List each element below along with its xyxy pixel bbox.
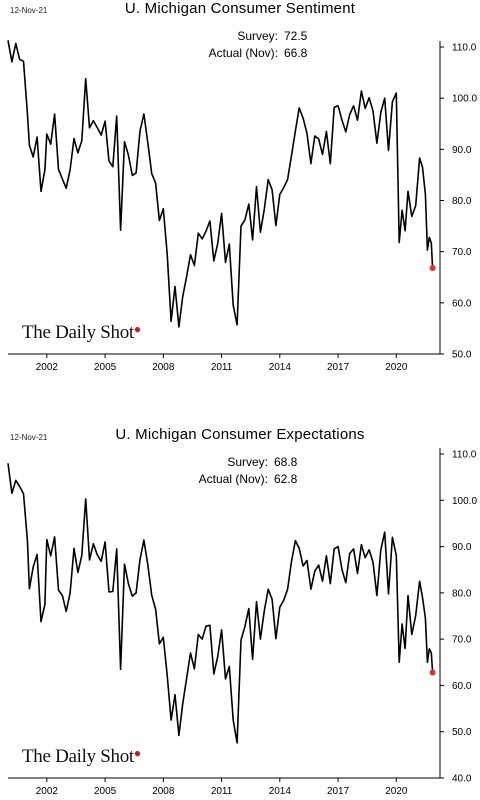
- chart-date: 12-Nov-21: [10, 433, 48, 442]
- x-tick-label: 2011: [211, 786, 233, 797]
- x-tick-label: 2005: [94, 362, 117, 373]
- x-tick-label: 2002: [36, 786, 59, 797]
- y-tick-label: 60.0: [452, 681, 472, 692]
- watermark-dot: ●: [133, 322, 141, 336]
- annotation-row: Actual (Nov): 62.8: [182, 471, 298, 488]
- chart-panel-sentiment: 12-Nov-21 U. Michigan Consumer Sentiment…: [0, 0, 480, 395]
- chart-plot: 40.0 50.0 60.0 70.0 80.0 90.0 100.0 110.0 2002 20…: [7, 448, 477, 797]
- chart-plot: 50.0 60.0 70.0 80.0 90.0 100.0 110.0 2002 2005 20…: [7, 40, 477, 373]
- x-tick-label: 2014: [269, 786, 292, 797]
- annotation-row: Survey: 68.8: [182, 454, 297, 471]
- x-tick-label: 2017: [327, 362, 350, 373]
- annotation-value: 62.8: [274, 472, 298, 486]
- y-tick-label: 90.0: [452, 145, 472, 156]
- y-tick-label: 110.0: [452, 450, 477, 461]
- annotation-label: Actual (Nov):: [208, 46, 278, 60]
- annotation-label: Survey:: [227, 455, 268, 469]
- chart-title: U. Michigan Consumer Sentiment: [124, 0, 356, 17]
- chart-annotation: Survey: 72.5 Actual (Nov): 66.8: [192, 28, 308, 62]
- x-tick-label: 2002: [36, 362, 59, 373]
- annotation-value: 68.8: [274, 455, 298, 469]
- x-tick-label: 2020: [385, 786, 408, 797]
- y-tick-label: 40.0: [452, 774, 472, 785]
- x-tick-label: 2014: [269, 362, 292, 373]
- chart-title: U. Michigan Consumer Expectations: [115, 426, 365, 443]
- series-line: [7, 463, 434, 744]
- x-tick-label: 2008: [152, 362, 175, 373]
- latest-point-marker: [429, 265, 436, 272]
- y-tick-label: 100.0: [452, 94, 477, 105]
- chart-panel-expectations: 12-Nov-21 U. Michigan Consumer Expectati…: [0, 400, 480, 800]
- x-tick-label: 2017: [327, 786, 350, 797]
- x-tick-label: 2005: [94, 786, 117, 797]
- x-tick-label: 2011: [211, 362, 233, 373]
- chart-annotation: Survey: 68.8 Actual (Nov): 62.8: [182, 454, 298, 488]
- y-tick-label: 90.0: [452, 542, 472, 553]
- y-tick-label: 80.0: [452, 196, 472, 207]
- series-line: [7, 40, 434, 328]
- annotation-label: Survey:: [237, 29, 278, 43]
- chart-date: 12-Nov-21: [10, 6, 48, 15]
- x-tick-label: 2020: [385, 362, 408, 373]
- watermark-dot: ●: [133, 746, 141, 760]
- x-tick-label: 2008: [152, 786, 175, 797]
- y-tick-label: 80.0: [452, 588, 472, 599]
- watermark-logo: The Daily Shot●: [22, 746, 141, 768]
- annotation-label: Actual (Nov):: [198, 472, 268, 486]
- y-tick-label: 70.0: [452, 247, 472, 258]
- annotation-row: Actual (Nov): 66.8: [192, 45, 308, 62]
- watermark-text: The Daily Shot: [22, 746, 134, 767]
- y-tick-label: 50.0: [452, 727, 472, 738]
- annotation-row: Survey: 72.5: [192, 28, 307, 45]
- watermark-text: The Daily Shot: [22, 322, 134, 343]
- annotation-value: 72.5: [284, 29, 308, 43]
- y-tick-label: 110.0: [452, 43, 477, 54]
- y-tick-label: 60.0: [452, 298, 472, 309]
- y-tick-label: 100.0: [452, 496, 477, 507]
- y-tick-label: 50.0: [452, 350, 472, 361]
- annotation-value: 66.8: [284, 46, 308, 60]
- latest-point-marker: [429, 669, 436, 676]
- y-tick-label: 70.0: [452, 635, 472, 646]
- watermark-logo: The Daily Shot●: [22, 322, 141, 344]
